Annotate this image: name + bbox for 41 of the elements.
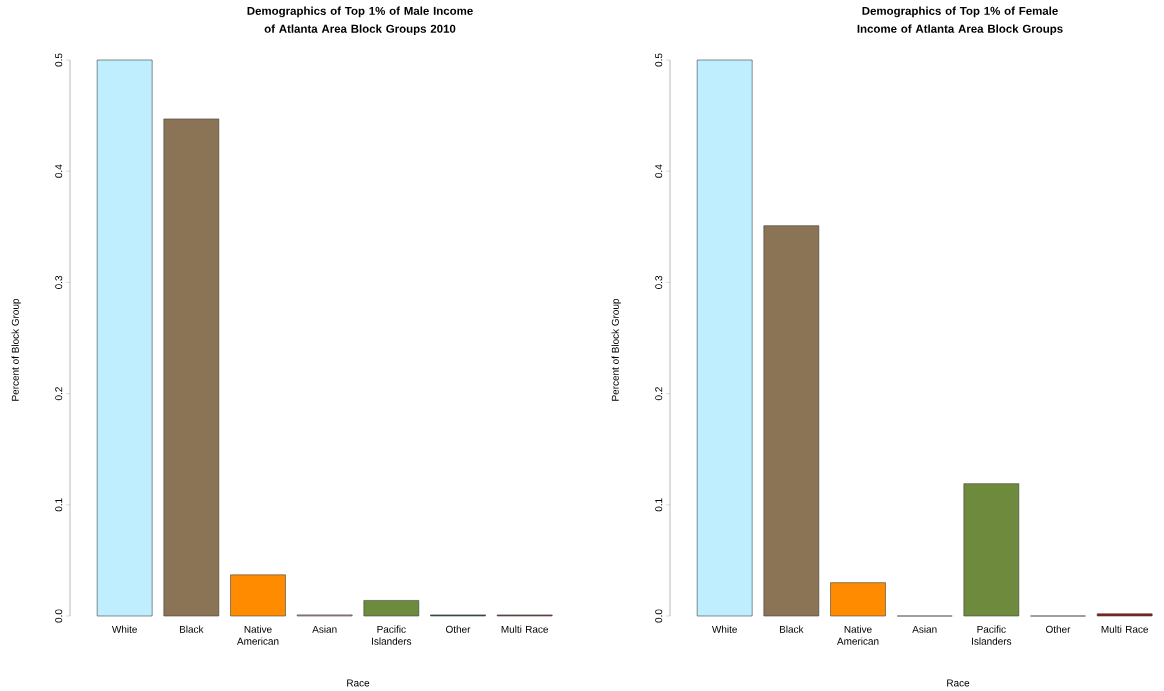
x-tick-label: White bbox=[111, 625, 137, 633]
y-tick-label: 0.0 bbox=[55, 609, 63, 623]
y-axis-title: Percent of Block Group bbox=[11, 298, 21, 401]
y-tick-label: 0.3 bbox=[655, 275, 663, 289]
bar bbox=[830, 582, 886, 617]
x-tick-label: Black bbox=[779, 625, 804, 633]
x-tick-label: Black bbox=[179, 625, 204, 633]
x-axis-title: Race bbox=[347, 679, 370, 687]
chart-title: Demographics of Top 1% of Male Income of Atlanta Area Block Groups 2010 bbox=[247, 6, 473, 36]
y-tick-label: 0.2 bbox=[55, 387, 63, 401]
bar bbox=[1096, 613, 1153, 617]
y-tick-label: 0.1 bbox=[55, 498, 63, 512]
y-tick-label: 0.4 bbox=[55, 164, 63, 178]
x-tick-label: Other bbox=[1046, 625, 1071, 633]
x-tick-label: Other bbox=[446, 625, 471, 633]
y-tick-label: 0.1 bbox=[655, 498, 663, 512]
bar bbox=[963, 483, 1020, 617]
x-tick-label: Native American bbox=[836, 625, 879, 645]
y-tick-label: 0.4 bbox=[655, 164, 663, 178]
x-tick-label: Multi Race bbox=[1101, 625, 1149, 633]
x-tick-label: Native American bbox=[236, 625, 279, 645]
bar bbox=[230, 574, 286, 617]
y-tick-label: 0.3 bbox=[55, 275, 63, 289]
chart-title: Demographics of Top 1% of Female Income of Atlanta Area Block Groups bbox=[857, 6, 1063, 36]
x-tick-label: White bbox=[711, 625, 737, 633]
y-tick-label: 0.2 bbox=[655, 387, 663, 401]
bar bbox=[763, 225, 820, 617]
y-axis-title: Percent of Block Group bbox=[611, 298, 621, 401]
x-tick-label: Asian bbox=[312, 625, 337, 633]
x-tick-label: Multi Race bbox=[501, 625, 549, 633]
x-tick-label: Asian bbox=[912, 625, 937, 633]
y-tick-label: 0.0 bbox=[655, 609, 663, 623]
bar bbox=[363, 600, 420, 617]
bar bbox=[96, 59, 153, 617]
y-tick-label: 0.5 bbox=[55, 53, 63, 67]
x-axis-title: Race bbox=[947, 679, 970, 687]
x-tick-label: Pacific Islanders bbox=[372, 625, 412, 645]
y-tick-label: 0.5 bbox=[655, 53, 663, 67]
x-tick-label: Pacific Islanders bbox=[972, 625, 1012, 645]
bar bbox=[696, 59, 753, 617]
bar bbox=[163, 118, 220, 617]
